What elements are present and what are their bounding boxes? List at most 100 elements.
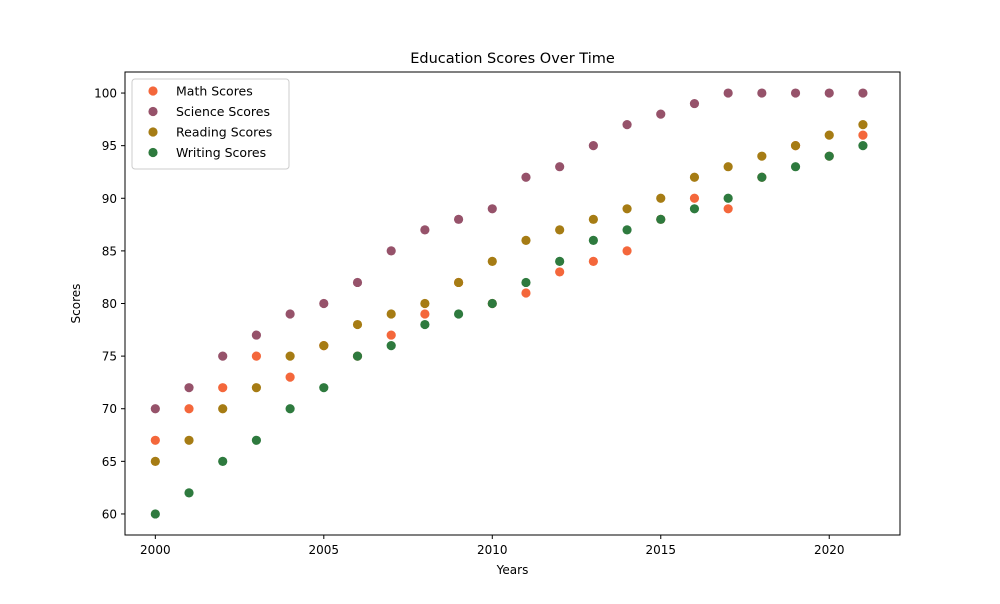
data-point — [285, 404, 295, 414]
data-point — [689, 172, 700, 182]
data-point — [555, 225, 565, 235]
x-tick-label: 2000 — [140, 543, 171, 557]
series-3 — [150, 120, 868, 466]
y-tick-label: 90 — [102, 192, 117, 206]
data-point — [184, 404, 194, 414]
legend-marker — [148, 106, 158, 117]
legend-item: Science Scores — [148, 104, 270, 119]
x-tick-label: 2015 — [645, 543, 676, 557]
series-2 — [150, 88, 868, 414]
data-point — [150, 404, 160, 414]
chart-title: Education Scores Over Time — [410, 51, 615, 67]
x-tick-label: 2020 — [814, 543, 845, 557]
data-point — [656, 109, 666, 119]
data-point — [723, 88, 733, 98]
y-tick-label: 65 — [102, 455, 117, 469]
data-point — [790, 88, 801, 98]
data-point — [251, 351, 262, 361]
data-point — [622, 120, 632, 130]
data-point — [420, 298, 430, 309]
y-tick-label: 80 — [102, 297, 117, 311]
data-point — [588, 256, 598, 267]
data-point — [858, 130, 868, 140]
y-tick-label: 85 — [102, 244, 117, 258]
data-point — [622, 225, 632, 235]
data-point — [453, 309, 464, 319]
data-point — [656, 193, 666, 203]
data-point — [218, 456, 228, 466]
data-point — [251, 435, 262, 445]
data-point — [420, 309, 430, 319]
data-point — [218, 351, 228, 361]
data-point — [689, 193, 700, 203]
data-point — [352, 351, 363, 361]
data-point — [588, 141, 598, 151]
data-point — [184, 488, 194, 498]
data-point — [386, 330, 396, 340]
data-point — [622, 246, 632, 256]
y-tick-label: 100 — [94, 87, 117, 101]
x-tick-label: 2005 — [309, 543, 340, 557]
legend-box — [131, 78, 290, 170]
data-point — [319, 298, 329, 309]
axes: 2000 2005 2010 2015 2020 60 65 70 75 80 85 90 95 100 — [94, 71, 901, 557]
data-point — [386, 246, 396, 256]
data-point — [588, 214, 598, 224]
y-tick-label: 60 — [102, 507, 117, 521]
data-point — [285, 351, 295, 361]
data-point — [150, 435, 160, 445]
data-point — [251, 330, 262, 340]
data-point — [150, 456, 160, 466]
data-point — [555, 267, 565, 277]
data-point — [858, 120, 868, 130]
data-point — [790, 141, 801, 151]
data-point — [588, 235, 598, 245]
data-point — [285, 309, 295, 319]
legend-item: Writing Scores — [148, 145, 266, 160]
legend: Math Scores Science Scores Reading Scores W… — [131, 78, 290, 170]
data-point — [824, 88, 834, 98]
data-point — [656, 214, 666, 224]
data-point — [487, 298, 497, 309]
data-point — [285, 372, 295, 382]
data-point — [555, 256, 565, 267]
legend-marker — [148, 86, 158, 96]
data-point — [487, 204, 497, 214]
y-tick-label: 95 — [102, 139, 117, 153]
y-axis-label: Scores — [69, 284, 83, 324]
legend-item: Reading Scores — [148, 125, 272, 140]
data-point — [386, 309, 396, 319]
x-tick-label: 2010 — [477, 543, 508, 557]
legend-marker — [148, 147, 158, 158]
y-tick-label: 70 — [102, 402, 117, 416]
data-point — [521, 172, 531, 182]
data-point — [319, 383, 329, 393]
data-point — [858, 88, 868, 98]
data-point — [352, 319, 363, 330]
data-point — [757, 88, 767, 98]
legend-label: Science Scores — [176, 104, 270, 119]
data-point — [858, 141, 868, 151]
data-point — [218, 404, 228, 414]
data-point — [824, 130, 834, 140]
data-point — [386, 340, 396, 351]
data-point — [757, 172, 767, 182]
data-point — [453, 277, 464, 288]
data-point — [723, 193, 733, 203]
data-point — [352, 277, 363, 288]
data-point — [824, 151, 834, 161]
legend-label: Math Scores — [176, 84, 253, 99]
data-point — [723, 204, 733, 214]
data-point — [521, 288, 531, 298]
data-point — [420, 319, 430, 330]
data-point — [757, 151, 767, 161]
legend-label: Reading Scores — [176, 125, 272, 140]
data-point — [319, 340, 329, 351]
data-point — [723, 162, 733, 172]
data-point — [487, 256, 497, 267]
y-tick-label: 75 — [102, 350, 117, 364]
data-point — [453, 214, 464, 224]
data-point — [150, 509, 160, 519]
